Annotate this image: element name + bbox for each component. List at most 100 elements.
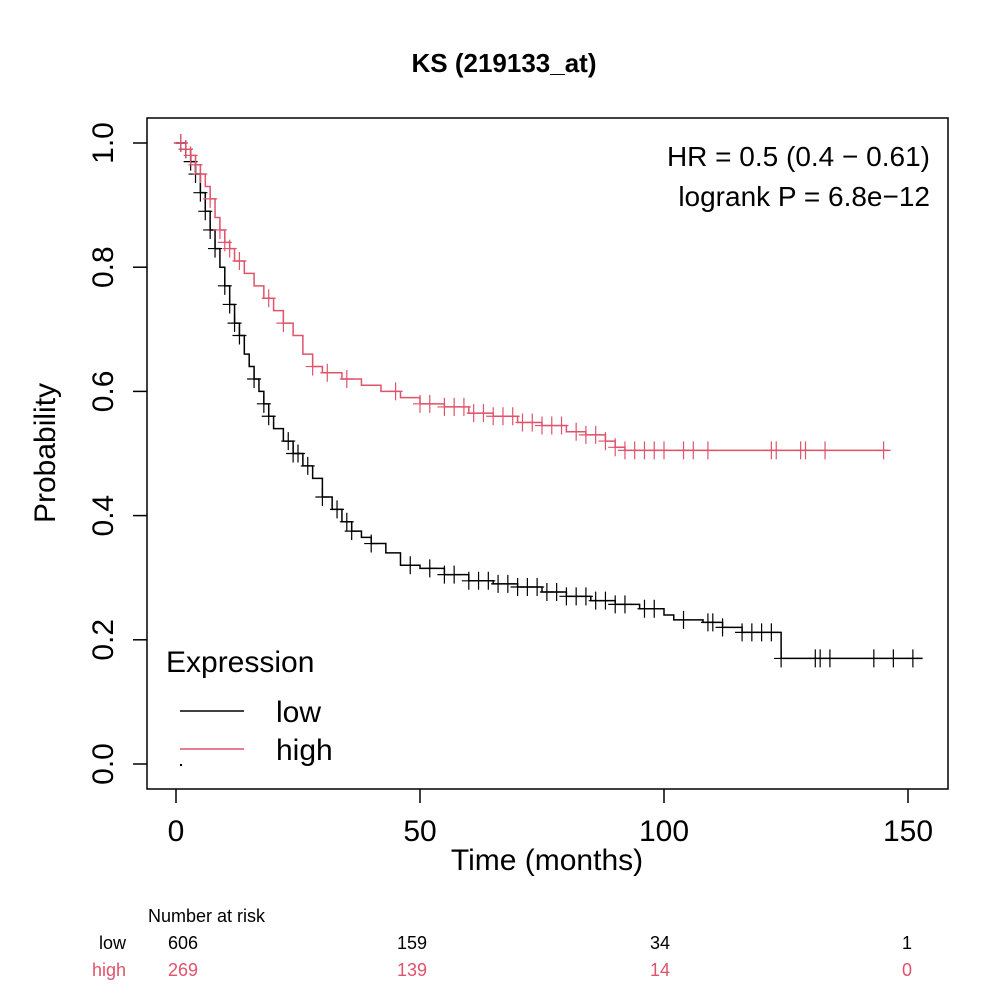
censor-mark-low (774, 649, 789, 668)
y-tick-label: 0.8 (87, 246, 120, 288)
plot-frame (146, 117, 949, 790)
logrank-annotation: logrank P = 6.8e−12 (678, 181, 930, 212)
censor-mark-high (305, 357, 320, 376)
censor-mark-low (549, 582, 564, 601)
censor-mark-high (525, 413, 540, 432)
censor-mark-high (212, 220, 227, 239)
x-tick-label: 150 (883, 815, 933, 848)
censor-mark-low (822, 649, 837, 668)
risk-row-label-low: low (99, 933, 127, 953)
censor-mark-high (388, 382, 403, 401)
risk-table: Number at risk low 606 159 34 1 high 269 139 14 0 (92, 906, 912, 980)
risk-value: 159 (397, 933, 427, 953)
censor-mark-low (715, 618, 730, 637)
censor-mark-low (256, 394, 271, 413)
censor-mark-low (330, 500, 345, 519)
y-tick-label: 1.0 (87, 122, 120, 164)
censor-mark-low (598, 591, 613, 610)
y-tick-label: 0.4 (87, 495, 120, 537)
censor-mark-low (344, 522, 359, 541)
risk-value: 269 (168, 960, 198, 980)
y-tick-label: 0.0 (87, 743, 120, 785)
censor-mark-low (193, 183, 208, 202)
censor-mark-high (320, 363, 335, 382)
censor-mark-low (247, 369, 262, 388)
censor-mark-high (588, 425, 603, 444)
censor-mark-low (217, 276, 232, 295)
censor-mark-high (598, 432, 613, 451)
censor-mark-high (188, 155, 203, 174)
y-axis-label: Probability (29, 383, 62, 523)
censor-mark-low (403, 556, 418, 575)
x-axis: 0 50 100 150 (168, 789, 933, 848)
censor-mark-low (227, 314, 242, 333)
censor-mark-low (315, 487, 330, 506)
censor-mark-high (798, 441, 813, 460)
x-axis-label: Time (months) (451, 844, 643, 877)
censor-mark-high (203, 189, 218, 208)
censor-mark-low (705, 613, 720, 632)
censor-mark-high (232, 251, 247, 270)
x-tick-label: 0 (168, 815, 185, 848)
risk-value: 34 (650, 933, 670, 953)
censor-mark-low (481, 571, 496, 590)
censor-mark-high (422, 394, 437, 413)
risk-value: 139 (397, 960, 427, 980)
censor-mark-high (657, 441, 671, 460)
censor-mark-low (222, 295, 237, 314)
censor-mark-low (578, 587, 593, 606)
legend: Expression low high (166, 646, 333, 767)
risk-value: 606 (168, 933, 198, 953)
censor-mark-high (505, 407, 520, 426)
censor-mark-high (769, 441, 784, 460)
censor-mark-low (500, 574, 515, 593)
censor-mark-low (617, 595, 632, 614)
legend-title: Expression (166, 646, 314, 679)
censor-mark-low (886, 649, 901, 668)
censor-mark-low (422, 559, 437, 578)
censor-mark-high (554, 416, 569, 435)
censor-mark-low (866, 649, 881, 668)
censor-mark-high (339, 369, 354, 388)
censor-mark-low (530, 578, 545, 597)
y-tick-label: 0.6 (87, 371, 120, 413)
risk-row-label-high: high (92, 960, 126, 980)
censor-mark-high (222, 239, 237, 258)
censor-mark-low (208, 239, 223, 258)
risk-value: 1 (902, 933, 912, 953)
censor-mark-low (647, 599, 662, 618)
legend-dot (180, 764, 182, 766)
y-tick-label: 0.2 (87, 619, 120, 661)
chart-title: KS (219133_at) (412, 48, 597, 78)
x-tick-label: 50 (403, 815, 436, 848)
censor-mark-high (700, 441, 715, 460)
censor-mark-high (193, 165, 208, 184)
censor-mark-low (281, 432, 296, 451)
censor-mark-high (569, 422, 584, 441)
censor-mark-low (339, 512, 354, 531)
series-low (173, 134, 923, 668)
risk-table-header: Number at risk (148, 906, 266, 926)
risk-value: 0 (902, 960, 912, 980)
risk-value: 14 (650, 960, 670, 980)
legend-label-low: low (276, 696, 321, 729)
censor-mark-low (300, 456, 315, 475)
y-axis: 0.0 0.2 0.4 0.6 0.8 1.0 (87, 122, 147, 785)
x-tick-label: 100 (639, 815, 689, 848)
censor-mark-low (198, 202, 213, 221)
censor-mark-low (905, 649, 920, 668)
survival-line-low (176, 142, 923, 660)
censor-mark-high (818, 441, 833, 460)
censor-mark-low (676, 610, 691, 629)
censor-mark-high (261, 289, 276, 308)
censor-mark-high (608, 438, 623, 457)
survival-curves (173, 134, 923, 668)
legend-label-high: high (276, 734, 333, 767)
censor-mark-low (764, 623, 779, 642)
censor-mark-low (447, 565, 462, 584)
censor-mark-high (686, 441, 701, 460)
censor-mark-high (476, 404, 491, 423)
hr-annotation: HR = 0.5 (0.4 − 0.61) (667, 141, 930, 172)
censor-mark-low (364, 534, 379, 553)
